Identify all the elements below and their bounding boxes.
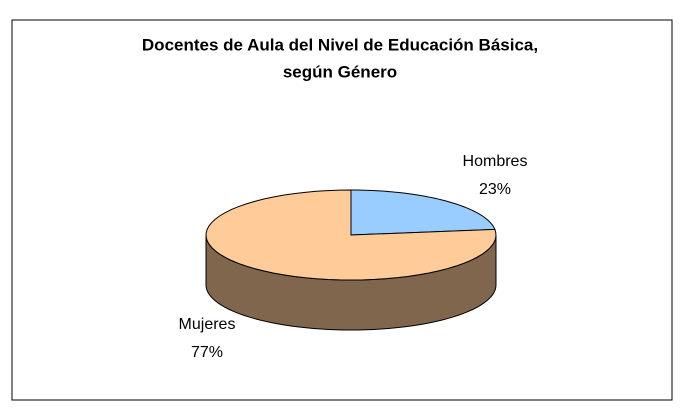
slice-value-label: 77%: [191, 344, 223, 361]
chart-title: según Género: [283, 62, 397, 81]
slice-value-label: 23%: [479, 181, 511, 198]
slice: [205, 189, 497, 281]
chart-title: Docentes de Aula del Nivel de Educación …: [142, 35, 538, 54]
slice-label: Hombres: [463, 153, 528, 170]
slice: [350, 189, 496, 236]
slice-label: Mujeres: [179, 316, 236, 333]
